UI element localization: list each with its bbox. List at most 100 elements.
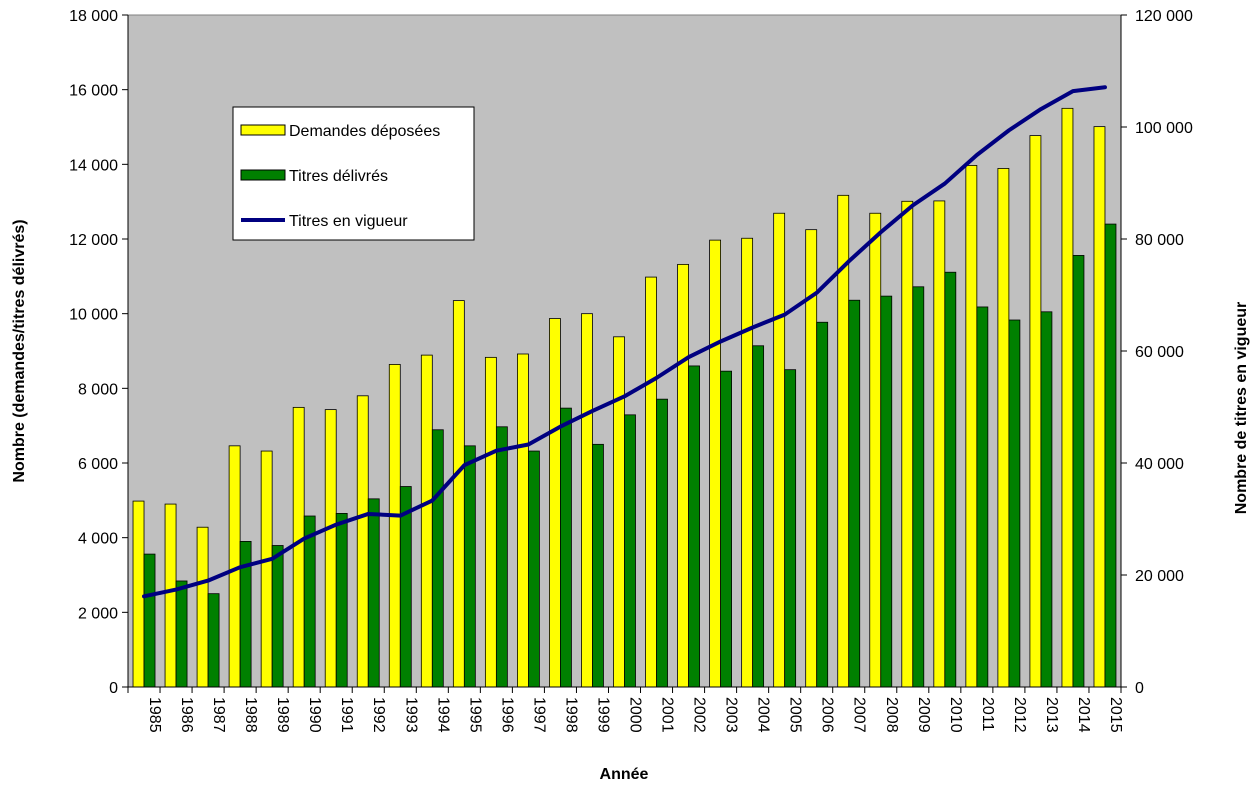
bar-titres-delivres-2011 [976,306,989,688]
x-tick-label: 2003 [723,697,740,733]
y-tick-label: 16 000 [69,83,118,100]
bar-demandes-2000 [613,336,625,688]
bar-titres-delivres-1990 [303,515,316,688]
bar-titres-delivres-1987 [207,593,220,688]
x-tick-label: 2000 [627,697,644,733]
bar-demandes-1997 [517,353,529,688]
y-tick-label: 4 000 [78,531,118,548]
bar-titres-delivres-2013 [1040,311,1053,688]
bar-demandes-1986 [164,503,177,688]
bar-demandes-2005 [773,212,786,688]
x-tick-label: 1990 [306,697,323,733]
bar-titres-delivres-1995 [463,445,476,688]
bar-titres-delivres-2006 [816,321,829,688]
bar-demandes-1999 [581,313,593,688]
y2-tick-label: 100 000 [1135,120,1193,137]
bar-titres-delivres-2015 [1104,223,1117,688]
bar-titres-delivres-1999 [592,443,604,688]
y2-tick-label: 120 000 [1135,8,1193,25]
x-tick-label: 1995 [466,697,483,733]
bar-demandes-2013 [1029,135,1042,688]
x-tick-label: 1999 [594,697,611,733]
x-tick-label: 1998 [562,697,579,733]
y2-tick-label: 0 [1135,680,1144,697]
x-axis-title: Année [600,766,649,783]
x-tick-label: 1991 [338,697,355,733]
bar-titres-delivres-2014 [1072,255,1085,688]
bar-titres-delivres-2012 [1008,319,1021,688]
y-tick-label: 18 000 [69,8,118,25]
bar-titres-delivres-1985 [143,553,156,688]
bar-demandes-1990 [292,406,305,688]
bar-demandes-1995 [452,300,465,688]
bar-demandes-1991 [324,409,337,688]
line-titres-en-vigueur [142,85,1107,599]
bar-titres-delivres-2001 [656,398,668,688]
bar-demandes-2008 [869,212,882,688]
bar-demandes-2002 [677,263,689,688]
bar-demandes-2004 [741,237,754,688]
y2-tick-label: 80 000 [1135,232,1184,249]
x-tick-label: 2006 [819,697,836,733]
line-layer [142,85,1107,599]
legend-label-titres-delivres: Titres délivrés [289,168,388,185]
x-tick-label: 1986 [178,697,195,733]
y2-tick-label: 40 000 [1135,456,1184,473]
bar-demandes-2001 [645,276,657,688]
bar-demandes-1987 [196,526,209,688]
bar-titres-delivres-1997 [528,450,540,688]
x-tick-label: 2013 [1043,697,1060,733]
legend: Demandes déposées Titres délivrés Titres… [232,106,475,241]
x-tick-label: 1993 [402,697,419,733]
bar-demandes-2011 [965,165,978,688]
bar-demandes-1996 [484,356,497,688]
bar-titres-delivres-2005 [784,369,797,688]
x-tick-label: 2012 [1011,697,1028,733]
bar-titres-delivres-2010 [944,271,957,688]
y2-axis-title: Nombre de titres en vigueur [1233,302,1250,515]
y2-tick-label: 60 000 [1135,344,1184,361]
y-tick-label: 14 000 [69,157,118,174]
x-tick-label: 1988 [242,697,259,733]
x-tick-label: 2009 [915,697,932,733]
bar-titres-delivres-1996 [495,426,508,688]
x-tick-label: 1985 [146,697,163,733]
legend-label-demandes: Demandes déposées [289,123,440,140]
bar-demandes-2009 [901,200,914,688]
bar-titres-delivres-2003 [720,370,732,688]
y-axis-title: Nombre (demandes/titres délivrés) [11,219,28,482]
y-tick-label: 6 000 [78,456,118,473]
x-tick-label: 1996 [498,697,515,733]
bar-demandes-1992 [356,395,369,688]
bar-titres-delivres-1986 [175,580,188,688]
bar-titres-delivres-1989 [271,545,284,688]
y-tick-label: 2 000 [78,605,118,622]
x-tick-label: 1997 [530,697,547,733]
y-tick-label: 8 000 [78,381,118,398]
x-tick-label: 2014 [1075,697,1092,733]
legend-label-titres-vigueur: Titres en vigueur [289,213,408,230]
x-tick-label: 2001 [659,697,676,733]
bars-layer [132,107,1117,688]
x-tick-label: 2011 [979,697,996,732]
x-tick-label: 1989 [274,697,291,733]
x-tick-label: 1992 [370,697,387,733]
x-tick-label: 2005 [787,697,804,733]
bar-titres-delivres-2007 [848,299,861,688]
bar-demandes-2015 [1093,126,1106,688]
x-tick-label: 1987 [210,697,227,733]
x-tick-label: 1994 [434,697,451,733]
bar-titres-delivres-1994 [431,429,444,688]
y-tick-label: 0 [109,680,118,697]
bar-titres-delivres-2009 [912,286,925,688]
bar-titres-delivres-1991 [335,513,348,688]
x-tick-label: 2004 [755,697,772,733]
bar-titres-delivres-1998 [560,407,572,688]
bar-demandes-1989 [260,450,273,688]
bar-demandes-1998 [549,318,561,688]
x-tick-label: 2007 [851,697,868,733]
bar-titres-delivres-2004 [752,345,765,688]
bar-demandes-1993 [388,364,401,688]
x-tick-label: 2008 [883,697,900,733]
x-tick-label: 2010 [947,697,964,733]
